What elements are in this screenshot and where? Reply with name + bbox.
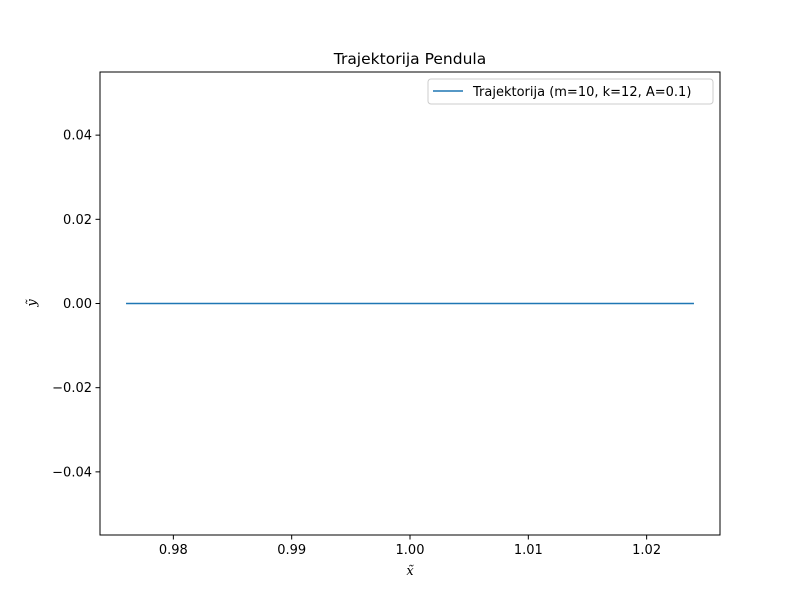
legend-entry-trajektorija: Trajektorija (m=10, k=12, A=0.1) (472, 85, 691, 100)
y-tick-label: 0.02 (63, 213, 92, 228)
chart-title: Trajektorija Pendula (333, 50, 486, 68)
y-axis: −0.04 −0.02 0.00 0.02 0.04 (52, 129, 100, 480)
x-axis-label: x̃ (406, 564, 414, 579)
y-tick-label: 0.04 (63, 129, 92, 144)
y-tick-label: −0.02 (52, 381, 92, 396)
x-tick-label: 1.02 (632, 543, 661, 558)
x-axis: 0.98 0.99 1.00 1.01 1.02 (159, 535, 661, 558)
x-tick-label: 1.00 (396, 543, 425, 558)
legend-box (427, 78, 714, 105)
x-tick-label: 1.01 (514, 543, 543, 558)
y-tick-label: −0.04 (52, 465, 92, 480)
legend: Trajektorija (m=10, k=12, A=0.1) (427, 78, 714, 105)
x-tick-label: 0.98 (159, 543, 188, 558)
y-tick-label: 0.00 (63, 297, 92, 312)
y-axis-label: ỹ (25, 299, 40, 308)
x-tick-label: 0.99 (277, 543, 306, 558)
